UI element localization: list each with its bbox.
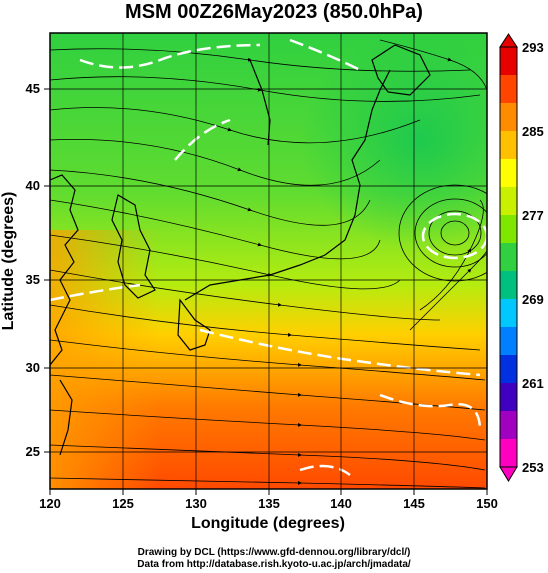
streamline	[414, 198, 487, 268]
streamline	[50, 76, 481, 102]
chart-title: MSM 00Z26May2023 (850.0hPa)	[125, 1, 423, 23]
colorbar-segment	[500, 327, 517, 356]
isotherm	[50, 283, 141, 302]
isotherm	[299, 464, 351, 477]
coastlines	[50, 44, 431, 456]
cool-region-northeast	[300, 33, 487, 250]
coastline-taiwan	[59, 379, 73, 456]
colorbar	[499, 33, 518, 482]
isotherm	[199, 328, 481, 377]
y-tick-label: 25	[26, 444, 40, 459]
streamline	[428, 210, 482, 256]
streamline	[379, 39, 487, 91]
colorbar-segment	[500, 383, 517, 412]
isotherms	[50, 38, 487, 477]
isotherm	[379, 393, 482, 431]
streamline	[50, 304, 481, 351]
colorbar-bottom-arrow	[499, 466, 518, 482]
y-tick-label: 45	[26, 81, 40, 96]
warm-region-west	[50, 230, 160, 489]
streamline	[50, 234, 401, 290]
colorbar-segment	[500, 355, 517, 384]
colorbar-segment	[500, 187, 517, 216]
streamline	[440, 220, 470, 246]
low-circulation	[398, 184, 487, 282]
colorbar-segment	[500, 215, 517, 244]
y-axis-label: Latitude (degrees)	[0, 192, 17, 331]
streamlines	[50, 39, 487, 489]
colorbar-tick-label: 293	[522, 40, 544, 55]
x-tick-label: 145	[403, 496, 425, 511]
colorbar-tick-label: 253	[522, 460, 544, 475]
colorbar-frame	[499, 46, 518, 468]
streamline	[50, 138, 381, 186]
isotherm	[174, 118, 231, 161]
map-plot-area	[50, 33, 487, 489]
colorbar-segment	[500, 243, 517, 272]
coastline-korea	[111, 194, 156, 299]
colorbar-segment	[500, 159, 517, 188]
streamline	[409, 240, 487, 331]
coastline-kyushu	[177, 298, 211, 351]
x-tick-label: 120	[39, 496, 61, 511]
y-tick-marks	[44, 88, 50, 453]
coastline-hokkaido	[371, 44, 431, 96]
colorbar-segment	[500, 439, 517, 468]
x-tick-label: 135	[258, 496, 280, 511]
x-tick-label: 150	[476, 496, 498, 511]
x-tick-marks	[49, 489, 488, 495]
streamline	[50, 339, 486, 381]
colorbar-segment	[500, 47, 517, 76]
streamline	[50, 269, 441, 321]
colorbar-segment	[500, 75, 517, 104]
x-tick-label: 125	[112, 496, 134, 511]
x-tick-label: 140	[330, 496, 352, 511]
y-tick-label: 30	[26, 360, 40, 375]
colorbar-tick-label: 285	[522, 124, 544, 139]
colorbar-top-arrow	[499, 33, 518, 48]
isotherm	[421, 212, 487, 260]
y-tick-label: 40	[26, 178, 40, 193]
isotherm	[79, 43, 261, 69]
colorbar-tick-label: 269	[522, 292, 544, 307]
y-tick-label: 35	[26, 272, 40, 287]
streamline	[50, 169, 371, 226]
streamline	[50, 477, 486, 489]
colorbar-segment	[500, 131, 517, 160]
credit-drawing: Drawing by DCL (https://www.gfd-dennou.o…	[137, 547, 411, 558]
streamline	[50, 107, 421, 144]
coastline-japan-honshu	[184, 69, 391, 301]
lat-lon-grid	[50, 33, 487, 489]
colorbar-segment	[500, 271, 517, 300]
streamline	[50, 444, 486, 471]
colorbar-tick-label: 261	[522, 376, 544, 391]
x-tick-label: 130	[185, 496, 207, 511]
credit-data: Data from http://database.rish.kyoto-u.a…	[137, 559, 411, 570]
colorbar-tick-label: 277	[522, 208, 544, 223]
coastline-china	[50, 174, 79, 366]
streamline	[398, 184, 487, 282]
streamline	[50, 199, 381, 260]
isotherm	[289, 38, 361, 72]
colorbar-segment	[500, 411, 517, 440]
streamline	[50, 48, 471, 72]
x-axis-label: Longitude (degrees)	[191, 515, 345, 532]
colorbar-segment	[500, 299, 517, 328]
colorbar-segment	[500, 103, 517, 132]
streamline	[50, 409, 486, 441]
